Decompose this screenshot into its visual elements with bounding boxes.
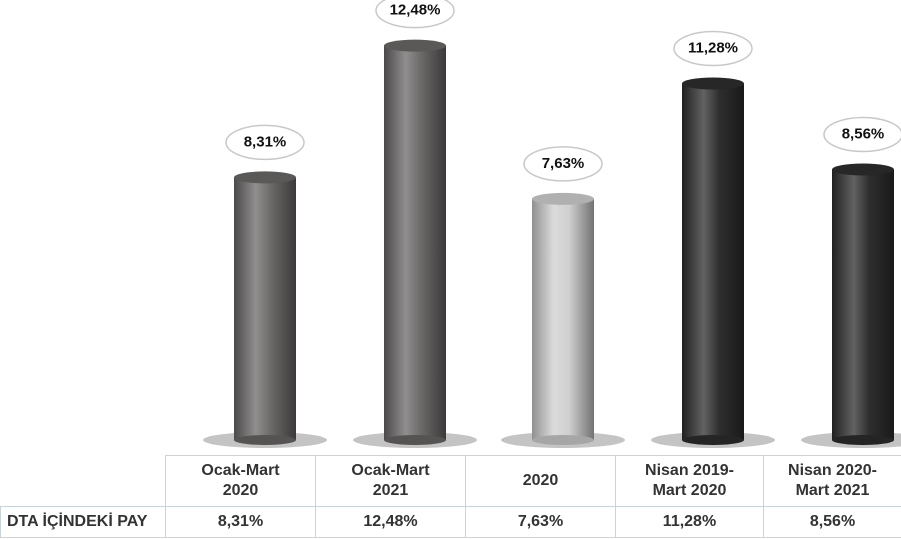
category-label: Ocak-Mart 2020	[165, 455, 316, 507]
bar-bottom	[384, 435, 446, 445]
bar	[384, 45, 446, 441]
bar-top	[832, 163, 894, 176]
blank-cell	[0, 455, 166, 507]
category-label: Ocak-Mart 2021	[315, 455, 466, 507]
bar-bottom	[682, 435, 744, 445]
bar-bottom	[234, 435, 296, 445]
label-bubble	[375, 0, 455, 29]
bar-top	[682, 77, 744, 90]
data-label: 7,63%	[542, 155, 585, 172]
series-name: DTA İÇİNDEKİ PAY	[0, 506, 166, 538]
table-value: 12,48%	[315, 506, 466, 538]
bar-bottom	[832, 435, 894, 445]
bar	[234, 177, 296, 441]
data-label: 8,56%	[842, 125, 885, 142]
data-table: Ocak-Mart 2020 Ocak-Mart 2021 2020 Nisan 20…	[0, 455, 901, 538]
chart: 8,31% 12,48% 7,63% 11,28% 8,56%	[203, 0, 901, 448]
bar	[532, 198, 594, 440]
bar-top	[384, 39, 446, 52]
bar	[832, 169, 894, 440]
label-bubble	[523, 146, 603, 182]
category-label: 2020	[465, 455, 616, 507]
label-bubble	[823, 116, 901, 153]
bar-top	[532, 192, 594, 205]
table-value: 8,56%	[763, 506, 901, 538]
bar-bottom	[532, 435, 594, 445]
data-label: 8,31%	[244, 133, 287, 150]
table-value: 11,28%	[615, 506, 764, 538]
table-value: 8,31%	[165, 506, 316, 538]
label-bubble	[673, 30, 753, 67]
table-value: 7,63%	[465, 506, 616, 538]
data-label: 11,28%	[688, 40, 738, 57]
data-label: 12,48%	[390, 2, 441, 19]
category-label: Nisan 2020- Mart 2021	[763, 455, 901, 507]
bar-top	[234, 171, 296, 184]
category-label: Nisan 2019- Mart 2020	[615, 455, 764, 507]
bar	[682, 83, 744, 440]
label-bubble	[225, 124, 305, 161]
